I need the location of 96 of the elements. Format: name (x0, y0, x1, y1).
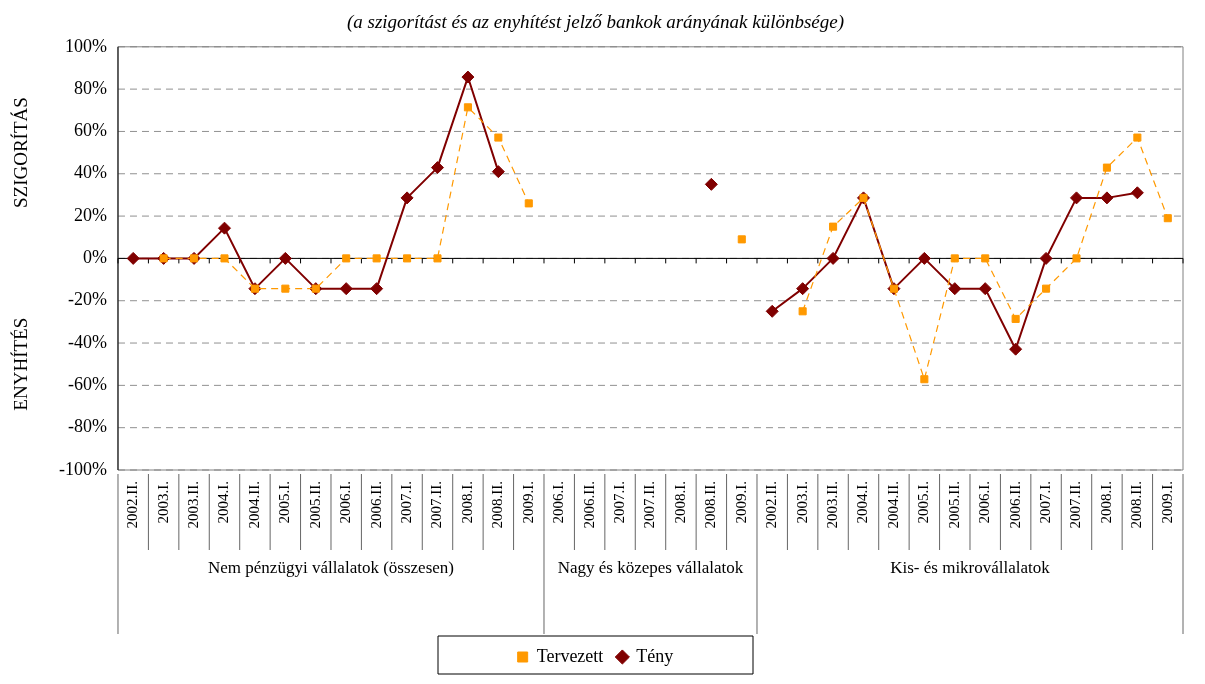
y-tick-label: -60% (67, 374, 107, 395)
point (463, 103, 472, 112)
point (430, 161, 444, 175)
x-tick-label: 2007.II. (1067, 481, 1084, 529)
point (1133, 133, 1142, 142)
point (737, 235, 746, 244)
x-tick-label: 2004.I. (215, 481, 232, 524)
point (704, 177, 718, 191)
y-tick-label: -20% (67, 289, 107, 310)
point (400, 191, 414, 205)
point (829, 222, 838, 231)
text: Nagy és közepes vállalatok (557, 557, 744, 577)
point (281, 284, 290, 293)
point (494, 133, 503, 142)
y-tick-label: -100% (58, 458, 107, 479)
point (403, 254, 412, 263)
x-tick-label: 2006.I. (337, 481, 354, 524)
x-tick-label: 2003.II. (185, 481, 201, 529)
point (1072, 254, 1081, 263)
y-tick-label: -80% (67, 416, 107, 437)
x-tick-label: 2003.I. (793, 481, 810, 524)
x-tick-label: 2007.II. (641, 481, 658, 529)
x-tick-label: 2009.I. (732, 481, 749, 524)
y-tick-label: 40% (73, 162, 107, 183)
y-tick-label: 20% (73, 204, 107, 225)
x-tick-label: 2008.I. (458, 481, 475, 524)
point (1009, 342, 1023, 356)
point (981, 254, 990, 263)
x-tick-label: 2008.I. (1097, 481, 1114, 524)
x-tick-label: 2002.II. (763, 481, 780, 529)
point (978, 282, 992, 296)
point (1102, 163, 1111, 172)
x-tick-label: 2007.II. (428, 481, 445, 529)
point (798, 307, 807, 316)
chart-subtitle: (a szigorítást és az enyhítést jelző bankok arányának különbsége) (346, 11, 845, 34)
y-tick-label: 80% (73, 77, 107, 98)
point (1100, 191, 1114, 205)
y-tick-label: -40% (67, 331, 107, 352)
x-tick-label: 2008.II. (489, 481, 506, 529)
text: ENYHÍTÉS (9, 317, 31, 411)
legend-label: Tervezett (536, 645, 604, 666)
point (1130, 186, 1144, 200)
x-tick-label: 2006.II. (1006, 481, 1023, 529)
x-tick-label: 2008.II. (702, 481, 719, 529)
point (433, 254, 442, 263)
point (1163, 214, 1172, 223)
x-tick-label: 2005.II. (945, 481, 962, 529)
text: Kis- és mikrovállalatok (890, 557, 1051, 577)
point (370, 282, 384, 296)
x-tick-label: 2006.I. (550, 481, 567, 524)
x-tick-label: 2004.II. (245, 481, 262, 529)
point (826, 251, 840, 265)
x-tick-label: 2005.I. (276, 481, 293, 524)
x-tick-label: 2004.II. (884, 481, 901, 529)
x-tick-label: 2008.II. (1128, 481, 1145, 529)
point (765, 304, 779, 318)
x-tick-label: 2003.I. (154, 481, 171, 524)
point (342, 254, 351, 263)
point (917, 251, 931, 265)
point (1042, 284, 1051, 293)
point (372, 254, 381, 263)
point (1070, 191, 1083, 205)
x-tick-label: 2005.I. (915, 481, 932, 524)
point (796, 282, 810, 296)
y-tick-label: 100% (64, 35, 107, 56)
x-tick-label: 2006.II. (367, 481, 384, 529)
x-tick-label: 2007.I. (1037, 481, 1054, 524)
point (1011, 314, 1020, 323)
x-tick-label: 2004.I. (854, 481, 871, 524)
point (220, 254, 229, 263)
x-tick-label: 2007.I. (611, 481, 627, 524)
point (461, 70, 475, 84)
point (491, 165, 505, 179)
point (948, 282, 962, 296)
point (1039, 251, 1053, 265)
x-tick-label: 2009.I. (519, 481, 536, 524)
y-tick-label: 60% (73, 120, 107, 141)
point (524, 199, 533, 208)
point (339, 282, 353, 296)
x-tick-label: 2009.I. (1158, 481, 1175, 524)
point (950, 254, 959, 263)
x-tick-label: 2005.II. (306, 481, 323, 529)
y-tick-label: 0% (82, 247, 107, 268)
point (920, 375, 929, 384)
x-tick-label: 2007.I. (398, 481, 414, 524)
point (126, 251, 140, 265)
text: SZIGORÍTÁS (9, 97, 31, 209)
x-tick-label: 2006.II. (580, 481, 597, 529)
point (217, 221, 231, 235)
x-tick-label: 2008.I. (671, 481, 688, 524)
text: Nem pénzügyi vállalatok (összesen) (208, 557, 454, 577)
legend-label: Tény (636, 645, 674, 666)
x-tick-label: 2006.I. (976, 481, 993, 524)
x-tick-label: 2003.II. (824, 481, 841, 529)
x-tick-label: 2002.II. (124, 481, 141, 529)
point (278, 251, 292, 265)
